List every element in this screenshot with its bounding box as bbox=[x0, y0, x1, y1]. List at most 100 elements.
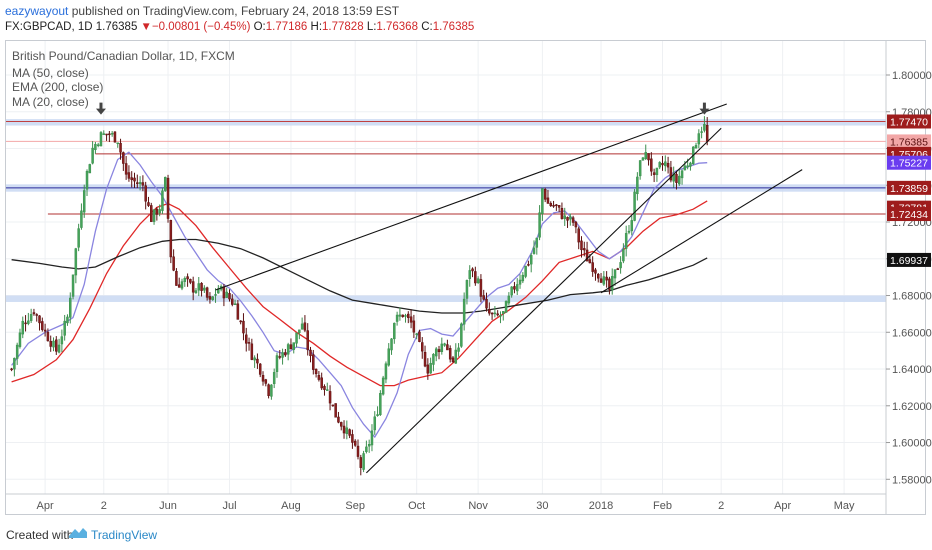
candle-body bbox=[588, 259, 592, 264]
price-axis[interactable]: 1.800001.780001.760001.740001.720001.700… bbox=[886, 70, 932, 486]
candle-body bbox=[63, 320, 66, 336]
candle-body bbox=[362, 453, 365, 470]
candle-body bbox=[541, 188, 544, 214]
candle-body bbox=[133, 177, 136, 182]
candle-body bbox=[373, 416, 377, 431]
candle-body bbox=[496, 313, 499, 316]
trend-line bbox=[365, 127, 722, 474]
y-tick-label: 1.60000 bbox=[892, 438, 932, 450]
candle-body bbox=[705, 124, 709, 142]
candle-body bbox=[432, 353, 435, 365]
legend-ma20: MA (20, close) bbox=[12, 95, 89, 109]
candle-body bbox=[412, 320, 416, 333]
ma-line bbox=[11, 151, 708, 439]
candle-body bbox=[105, 133, 108, 136]
candle-body bbox=[356, 445, 360, 457]
candle-body bbox=[395, 314, 399, 322]
candle-body bbox=[437, 349, 441, 353]
candle-body bbox=[510, 286, 513, 296]
published-text: published on TradingView.com, February 2… bbox=[71, 4, 400, 18]
candle-body bbox=[147, 202, 150, 206]
candle-body bbox=[379, 393, 382, 415]
legend-ma50: MA (50, close) bbox=[12, 66, 89, 80]
candle-body bbox=[348, 429, 351, 436]
candle-body bbox=[272, 372, 276, 385]
chart-legend: British Pound/Canadian Dollar, 1D, FXCM … bbox=[12, 49, 235, 109]
x-tick-label: 2 bbox=[718, 500, 724, 512]
candle-body bbox=[41, 321, 44, 330]
candle-body bbox=[381, 377, 385, 395]
candle-body bbox=[66, 316, 69, 324]
candle-body bbox=[513, 286, 516, 290]
candle-body bbox=[697, 133, 701, 145]
candle-body bbox=[518, 279, 522, 285]
candle-body bbox=[74, 248, 78, 276]
candle-body bbox=[683, 165, 687, 171]
candle-body bbox=[580, 240, 583, 251]
low-value: 1.76368 bbox=[376, 21, 418, 33]
candle-body bbox=[211, 296, 214, 300]
candle-body bbox=[18, 332, 22, 347]
candle-body bbox=[141, 182, 145, 186]
candle-body bbox=[267, 384, 270, 396]
candle-body bbox=[94, 144, 97, 150]
down-arrow-icon bbox=[699, 102, 710, 115]
ma-line bbox=[11, 200, 708, 387]
candle-body bbox=[624, 233, 628, 249]
candle-body bbox=[284, 352, 287, 356]
candle-body bbox=[298, 329, 301, 333]
author-link[interactable]: eazywayout bbox=[5, 4, 69, 18]
candle-body bbox=[591, 262, 594, 272]
horizontal-levels bbox=[6, 120, 886, 215]
candle-body bbox=[124, 163, 128, 175]
candle-body bbox=[194, 290, 198, 294]
candle-body bbox=[80, 210, 83, 228]
candle-body bbox=[703, 123, 706, 131]
down-arrow-icon bbox=[95, 102, 106, 115]
candle-body bbox=[658, 162, 661, 168]
y-tick-label: 1.62000 bbox=[892, 401, 932, 413]
time-axis[interactable]: Apr 2 Jun Jul Aug Sep Oct Nov 30 2018 Feb 2 Apr May bbox=[37, 500, 855, 512]
candle-body bbox=[549, 203, 553, 207]
candle-body bbox=[527, 264, 530, 266]
candle-body bbox=[700, 131, 703, 133]
candle-body bbox=[641, 157, 645, 161]
candle-body bbox=[451, 357, 455, 363]
y-tick-label: 1.68000 bbox=[892, 291, 932, 303]
candle-body bbox=[359, 457, 363, 468]
candle-body bbox=[281, 352, 284, 358]
candle-body bbox=[91, 147, 94, 164]
x-tick-label: Jul bbox=[222, 500, 236, 512]
candle-body bbox=[306, 330, 309, 351]
candle-body bbox=[401, 314, 404, 317]
candle-body bbox=[286, 344, 290, 355]
candle-body bbox=[320, 377, 323, 389]
candle-body bbox=[429, 362, 432, 374]
candle-body bbox=[602, 276, 606, 285]
price-labels: 1.774701.763851.757061.752271.738591.727… bbox=[887, 114, 931, 267]
candle-body bbox=[116, 142, 119, 145]
candle-body bbox=[409, 316, 413, 323]
candle-body bbox=[393, 322, 396, 340]
candle-body bbox=[655, 167, 659, 176]
candle-body bbox=[242, 320, 245, 334]
candle-body bbox=[488, 309, 491, 314]
candle-body bbox=[155, 208, 159, 215]
candle-body bbox=[555, 204, 558, 206]
candle-body bbox=[675, 173, 678, 183]
trendlines[interactable] bbox=[215, 103, 803, 474]
tradingview-brand-link[interactable]: TradingView bbox=[91, 528, 158, 542]
candle-body bbox=[476, 278, 480, 283]
candle-body bbox=[222, 286, 226, 299]
candle-body bbox=[43, 329, 47, 332]
support-resistance-zones bbox=[6, 119, 886, 302]
candle-body bbox=[664, 161, 667, 167]
candle-body bbox=[490, 312, 494, 315]
candle-body bbox=[289, 344, 293, 350]
candle-body bbox=[370, 430, 374, 446]
chart-frame[interactable] bbox=[5, 40, 926, 515]
open-value: 1.77186 bbox=[265, 21, 308, 33]
candle-body bbox=[96, 144, 100, 146]
candle-body bbox=[337, 416, 340, 423]
